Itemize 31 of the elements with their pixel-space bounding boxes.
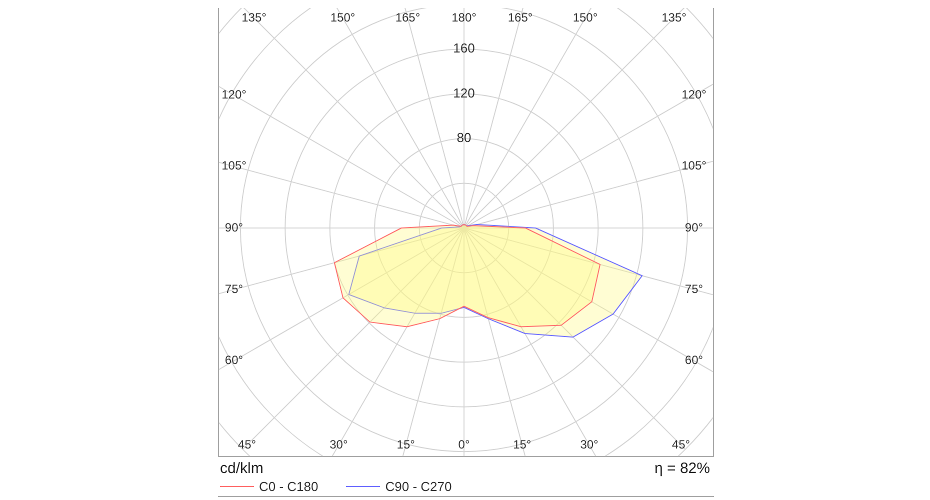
text: η = 82% bbox=[654, 460, 710, 477]
text: cd/klm bbox=[220, 460, 264, 477]
spoke-label: 60° bbox=[224, 353, 244, 368]
spoke-label: 165° bbox=[395, 10, 420, 24]
spoke-label: 75° bbox=[684, 282, 704, 296]
spoke-label: 165° bbox=[508, 10, 533, 24]
spoke-label: 90° bbox=[684, 220, 704, 234]
spoke-label: 150° bbox=[572, 10, 598, 24]
spoke-label: 120° bbox=[222, 88, 247, 102]
spoke-label: 30° bbox=[330, 437, 348, 452]
y-tick-label: 160 bbox=[453, 40, 475, 56]
spoke-label: 15° bbox=[513, 437, 532, 452]
spoke-label: 135° bbox=[662, 10, 687, 24]
spoke-label: 135° bbox=[242, 10, 267, 24]
spoke-label: 120° bbox=[682, 88, 707, 102]
spoke-label: 45° bbox=[672, 437, 690, 452]
spoke-label: 30° bbox=[580, 437, 599, 452]
spoke-label: 105° bbox=[222, 158, 247, 173]
spoke-label: 45° bbox=[238, 437, 256, 452]
y-tick-label: 120 bbox=[453, 85, 475, 100]
spoke-label: 90° bbox=[224, 220, 244, 234]
spoke-label: 60° bbox=[684, 353, 704, 368]
spoke-label: 105° bbox=[682, 158, 707, 173]
y-tick-label: 80 bbox=[456, 130, 472, 146]
legend-label: C0 - C180 bbox=[259, 479, 318, 494]
spoke-label: 75° bbox=[224, 282, 244, 296]
legend-label: C90 - C270 bbox=[385, 479, 452, 494]
spoke-label: 150° bbox=[330, 10, 356, 24]
spoke-label: 15° bbox=[396, 437, 416, 452]
spoke-label: 0° bbox=[458, 437, 470, 452]
spoke-label: 180° bbox=[452, 10, 477, 24]
